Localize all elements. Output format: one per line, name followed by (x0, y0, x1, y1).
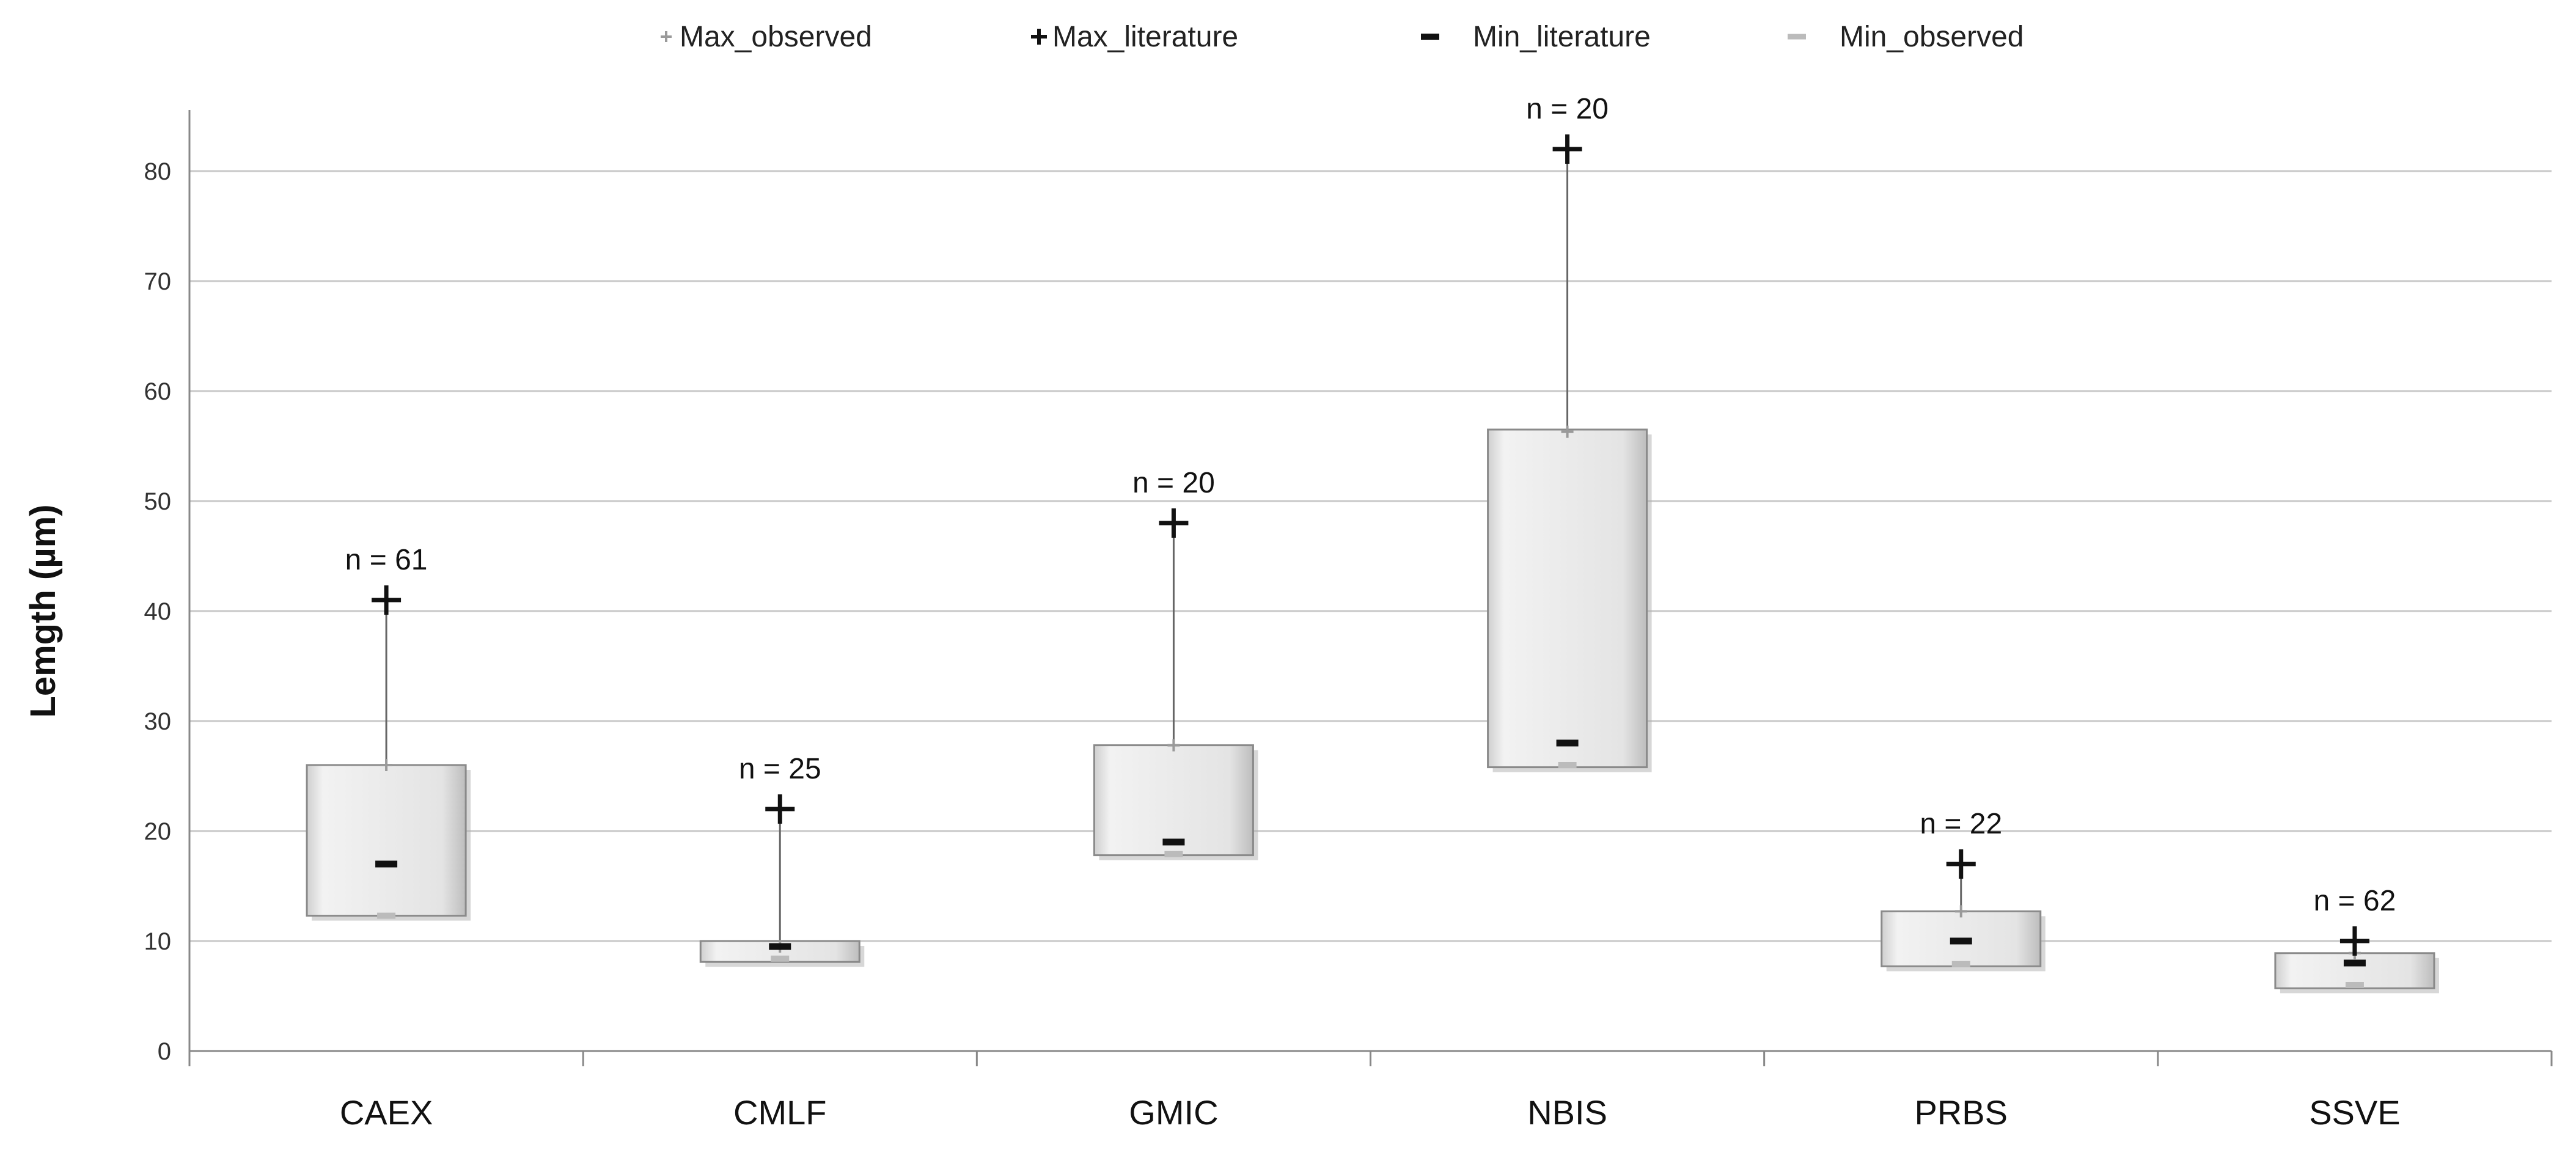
box-prbs: n = 22 (1881, 808, 2046, 972)
legend-label: Max_observed (680, 21, 872, 53)
legend-item-min-observed: Min_observed (1788, 21, 2024, 53)
x-tick-label: CMLF (733, 1093, 826, 1132)
box-cmlf: n = 25 (699, 753, 865, 967)
min-literature-marker (1162, 838, 1185, 846)
x-tick-label: GMIC (1129, 1093, 1218, 1132)
y-tick-label: 0 (158, 1038, 171, 1065)
n-label: n = 61 (345, 544, 428, 576)
box-gmic: n = 20 (1093, 467, 1258, 860)
legend-symbol (1031, 29, 1047, 45)
y-tick-label: 60 (144, 378, 172, 405)
max-observed-marker (380, 759, 393, 771)
legend-symbol (1421, 34, 1439, 40)
legend-item-max-literature: Max_literature (1031, 21, 1238, 53)
min-observed-marker (1164, 851, 1183, 857)
legend-item-max-observed: Max_observed (661, 21, 872, 53)
min-literature-marker (375, 860, 398, 868)
x-tick-labels: CAEX CMLF GMIC NBIS PRBS SSVE (340, 1093, 2401, 1132)
max-literature-marker (372, 585, 402, 615)
max-observed-marker (1561, 425, 1574, 438)
max-literature-marker (765, 794, 795, 824)
max-observed-marker (1954, 905, 1967, 918)
n-label: n = 20 (1526, 93, 1609, 125)
legend: Max_observed Max_literature Min_literature… (661, 21, 2024, 53)
y-tick-label: 40 (144, 598, 172, 625)
min-literature-marker (769, 943, 791, 950)
min-literature-marker (1950, 937, 1972, 945)
max-observed-marker (1167, 739, 1180, 752)
y-tick-label: 70 (144, 268, 172, 295)
y-tick-label: 50 (144, 488, 172, 515)
n-label: n = 25 (739, 753, 821, 785)
n-label: n = 20 (1132, 467, 1215, 499)
y-axis-title: Lemgth (µm) (23, 504, 63, 717)
n-label: n = 62 (2314, 885, 2396, 917)
y-tick-label: 80 (144, 158, 172, 185)
x-tick-label: CAEX (340, 1093, 433, 1132)
min-observed-marker (2345, 982, 2364, 988)
legend-symbol (1788, 34, 1806, 40)
x-tick-label: PRBS (1915, 1093, 2008, 1132)
axes (188, 110, 2553, 1066)
min-literature-marker (1556, 739, 1579, 747)
box-body (1487, 428, 1648, 769)
box-body (306, 764, 467, 917)
y-tick-labels: 0 10 20 30 40 50 60 70 80 (144, 158, 172, 1065)
boxes: n = 61 n = 25 n = 20 n = 20 n = 22 n = 62 (306, 93, 2439, 994)
box-body (1093, 744, 1254, 857)
min-observed-marker (1951, 961, 1970, 967)
max-literature-marker (1159, 508, 1189, 538)
max-literature-marker (2339, 926, 2369, 956)
x-tick-label: NBIS (1527, 1093, 1607, 1132)
box-caex: n = 61 (306, 544, 471, 921)
x-tick-label: SSVE (2309, 1093, 2400, 1132)
min-observed-marker (377, 912, 396, 919)
max-literature-marker (1946, 849, 1976, 879)
box-ssve: n = 62 (2274, 885, 2439, 994)
min-literature-marker (2343, 959, 2366, 967)
legend-label: Min_literature (1473, 21, 1651, 53)
legend-item-min-literature: Min_literature (1421, 21, 1651, 53)
max-literature-marker (1552, 134, 1582, 164)
n-label: n = 22 (1920, 808, 2002, 840)
y-tick-label: 10 (144, 928, 172, 955)
gridlines (189, 170, 2552, 942)
y-tick-label: 30 (144, 708, 172, 735)
min-observed-marker (1558, 762, 1577, 768)
y-tick-label: 20 (144, 818, 172, 845)
legend-label: Max_literature (1052, 21, 1238, 53)
legend-label: Min_observed (1840, 21, 2024, 53)
box-nbis: n = 20 (1487, 93, 1652, 772)
min-observed-marker (771, 955, 790, 962)
legend-symbol (661, 31, 672, 42)
